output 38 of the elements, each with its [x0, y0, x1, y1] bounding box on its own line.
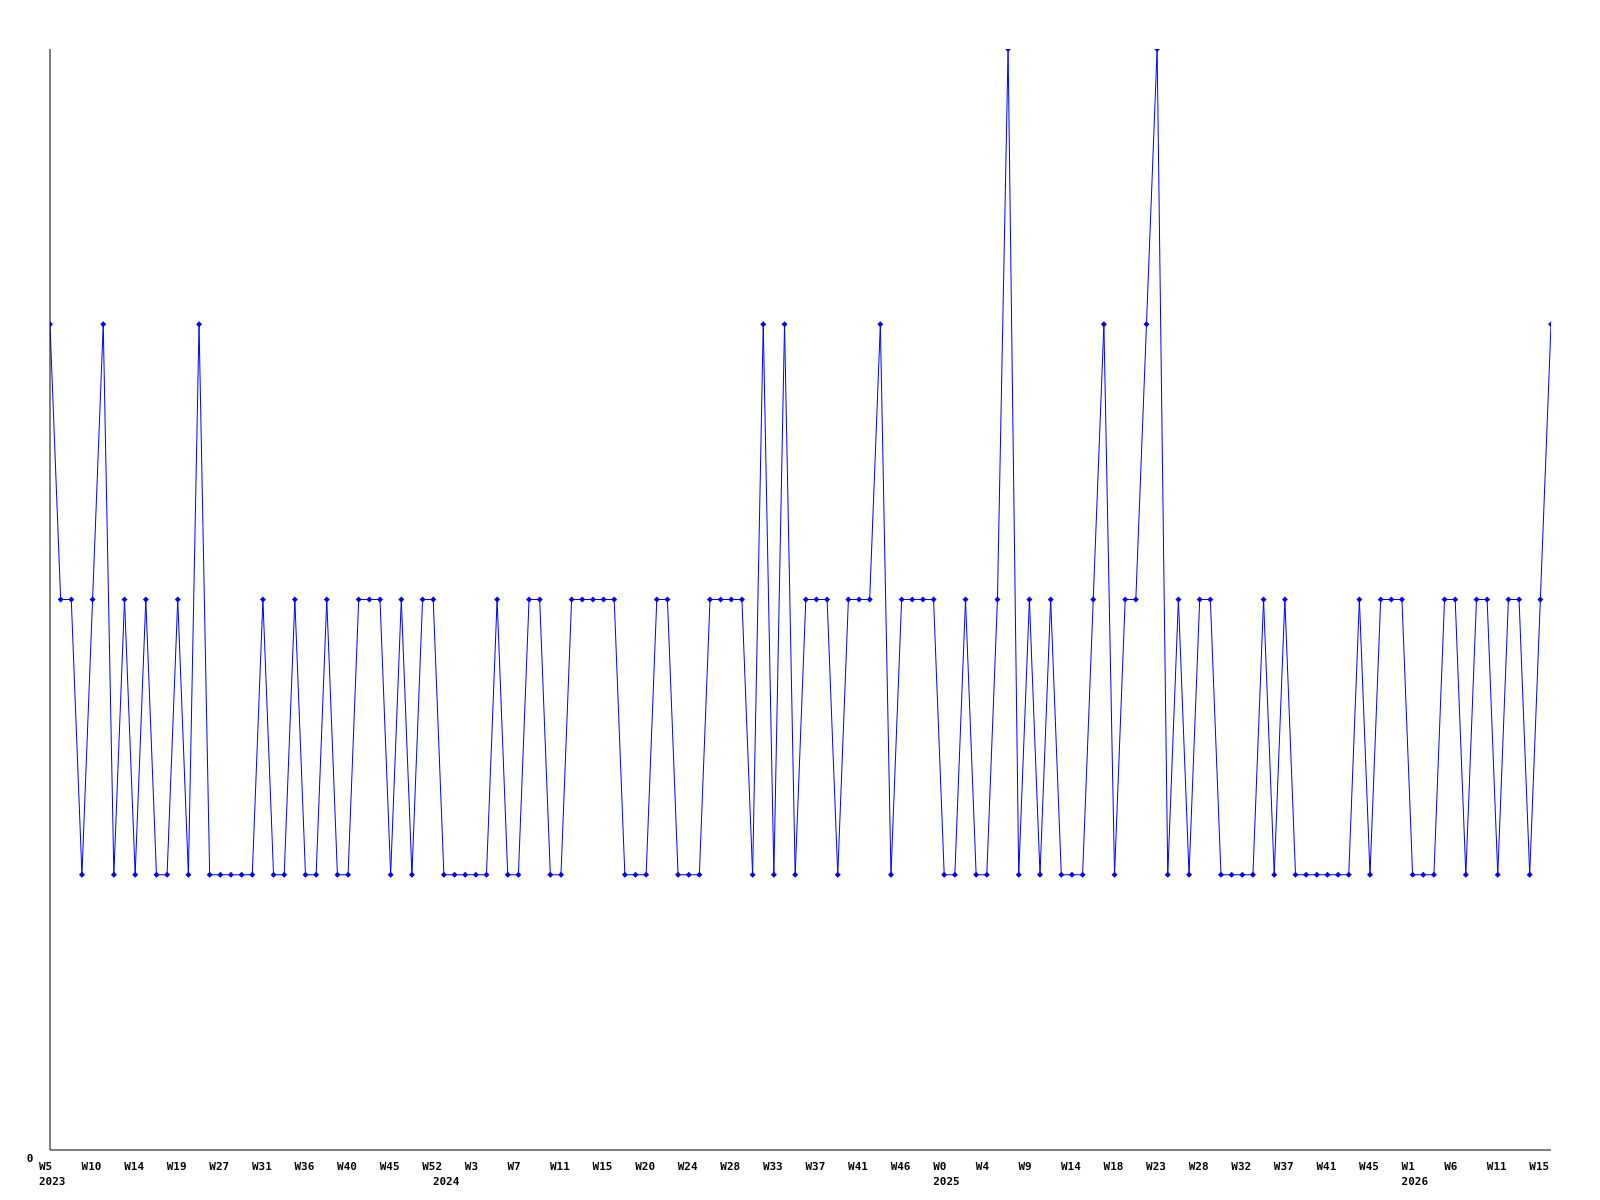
x-tick-label: W4	[975, 1160, 990, 1173]
x-tick-label: W7	[507, 1160, 521, 1173]
x-tick-label: W0 2025	[933, 1160, 960, 1188]
x-tick-label: W15	[1529, 1160, 1550, 1173]
x-tick-label: W28	[1188, 1160, 1209, 1173]
x-tick-label: W32	[1231, 1160, 1252, 1173]
x-tick-label: W45	[1359, 1160, 1379, 1173]
x-tick-label: W36	[294, 1160, 315, 1173]
x-tick-label: W6	[1444, 1160, 1458, 1173]
x-tick-label: W18	[1103, 1160, 1124, 1173]
x-tick-label: W11	[549, 1160, 571, 1173]
x-tick-label: W1 2026	[1401, 1160, 1429, 1188]
x-tick-label: W37	[805, 1160, 826, 1173]
x-tick-label: W15	[592, 1160, 613, 1173]
x-tick-label: W14	[1060, 1160, 1082, 1173]
x-tick-label: W45	[379, 1160, 400, 1173]
x-tick-label: W5 2023	[39, 1160, 66, 1188]
x-tick-label: W33	[762, 1160, 783, 1173]
x-tick-label: W52	[422, 1160, 443, 1173]
x-tick-label: W41	[848, 1160, 869, 1173]
x-tick-label: W27	[209, 1160, 230, 1173]
x-tick-label: W10	[81, 1160, 102, 1173]
x-tick-label: W9	[1018, 1160, 1032, 1173]
x-tick-label: 2024	[432, 1175, 460, 1188]
x-tick-label: W41	[1316, 1160, 1337, 1173]
x-tick-label: W23	[1146, 1160, 1166, 1173]
x-tick-label: W37	[1273, 1160, 1294, 1173]
x-tick-label: W31	[251, 1160, 273, 1173]
x-tick-label: W46	[890, 1160, 911, 1173]
x-tick-label: W24	[677, 1160, 698, 1173]
x-tick-label: W19	[166, 1160, 187, 1173]
x-tick-label: W11	[1486, 1160, 1508, 1173]
x-tick-label: W20	[635, 1160, 656, 1173]
text: 0	[26, 1152, 34, 1165]
x-tick-label: W14	[124, 1160, 145, 1173]
x-tick-label: W28	[720, 1160, 741, 1173]
x-tick-label: W3	[464, 1160, 479, 1173]
x-tick-label: W40	[337, 1160, 357, 1173]
